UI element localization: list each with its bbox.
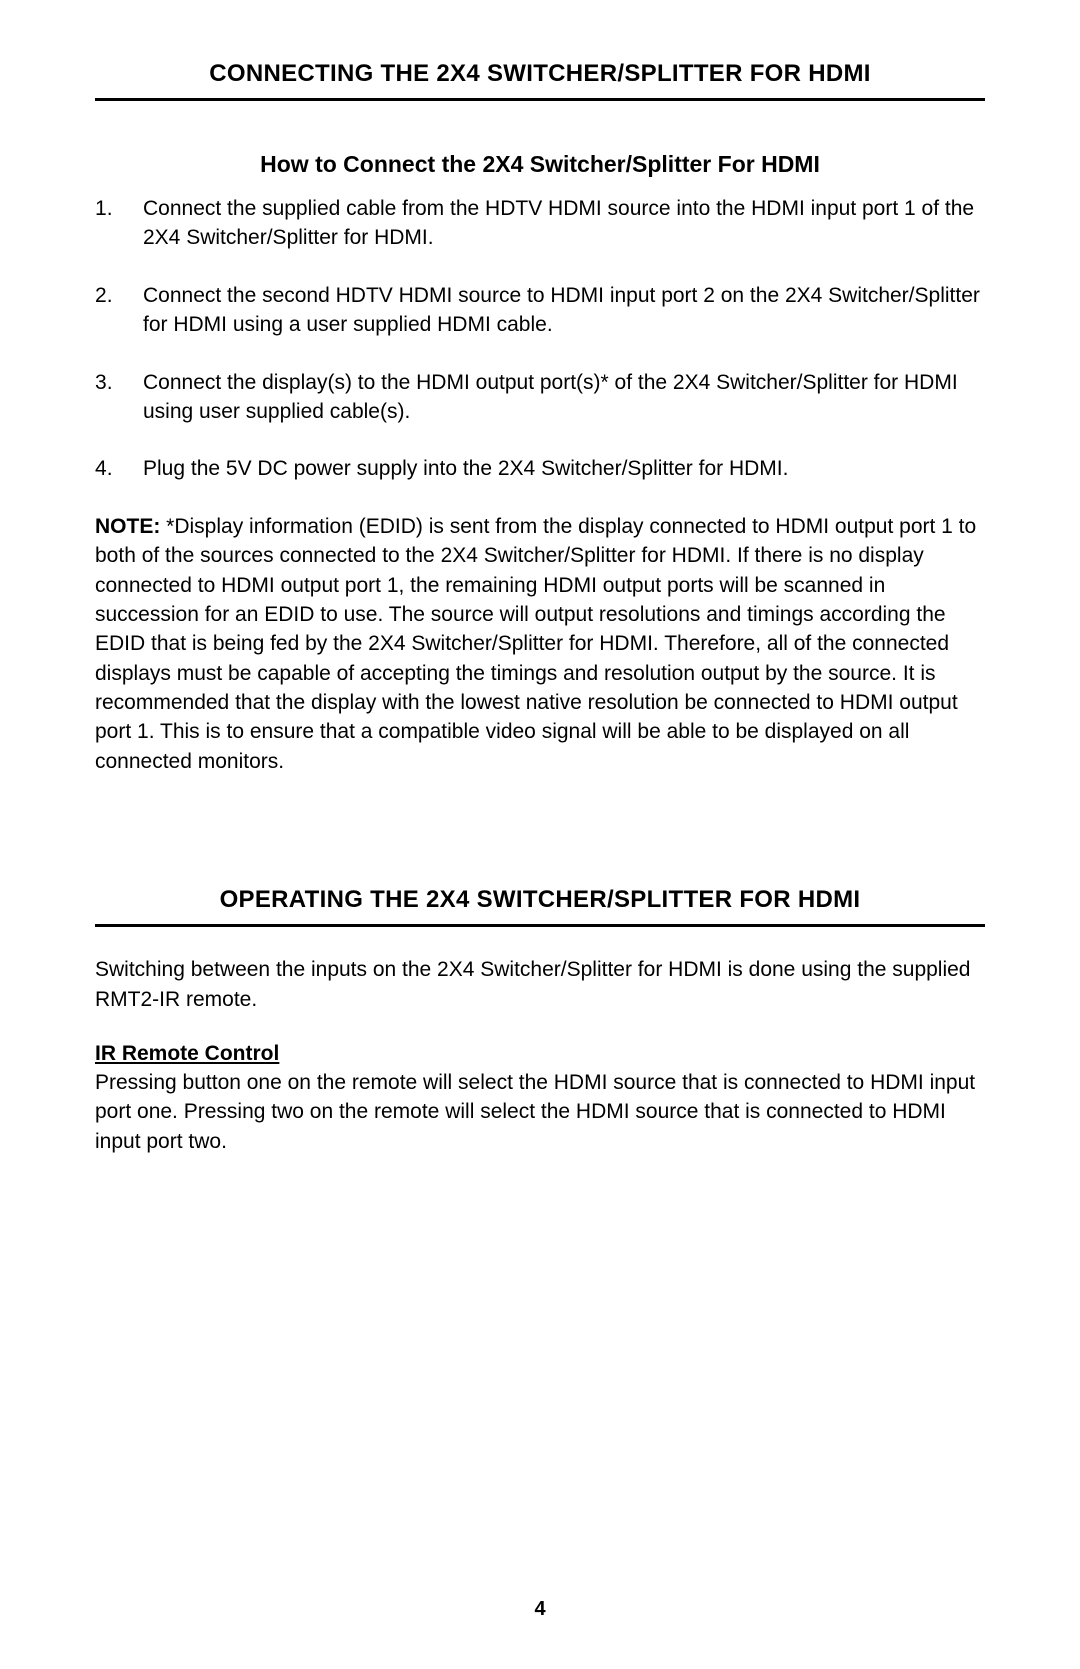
connection-steps-list: Connect the supplied cable from the HDTV… (95, 194, 985, 484)
step-item: Connect the display(s) to the HDMI outpu… (95, 368, 985, 427)
section-header-operating: OPERATING THE 2X4 SWITCHER/SPLITTER FOR … (95, 886, 985, 927)
note-body: *Display information (EDID) is sent from… (95, 515, 976, 773)
note-label: NOTE: (95, 515, 166, 538)
step-item: Connect the supplied cable from the HDTV… (95, 194, 985, 253)
ir-remote-heading: IR Remote Control (95, 1042, 985, 1066)
ir-remote-body: Pressing button one on the remote will s… (95, 1068, 985, 1156)
edid-note: NOTE: *Display information (EDID) is sen… (95, 512, 985, 777)
section-spacer (95, 776, 985, 886)
page-number: 4 (0, 1598, 1080, 1621)
step-item: Plug the 5V DC power supply into the 2X4… (95, 454, 985, 483)
step-item: Connect the second HDTV HDMI source to H… (95, 281, 985, 340)
sub-heading-how-to-connect: How to Connect the 2X4 Switcher/Splitter… (95, 151, 985, 178)
operating-intro: Switching between the inputs on the 2X4 … (95, 955, 985, 1014)
section-header-connecting: CONNECTING THE 2X4 SWITCHER/SPLITTER FOR… (95, 60, 985, 101)
